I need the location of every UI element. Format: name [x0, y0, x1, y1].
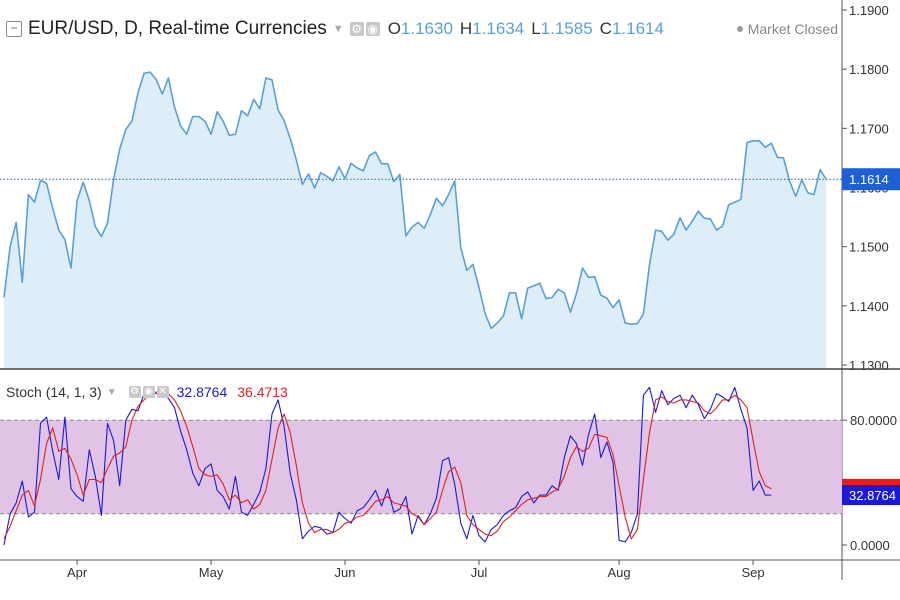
stochastic-tick-label: 0.0000: [850, 538, 890, 553]
stochastic-d-value: 36.4713: [237, 384, 288, 400]
symbol-legend: − EUR/USD, D, Real-time Currencies ▼ ⚙ ◉…: [6, 18, 671, 40]
stochastic-tick-label: 80.0000: [850, 413, 897, 428]
price-area-fill: [4, 72, 827, 369]
time-tick-label: Jun: [335, 565, 356, 580]
price-tick-label: 1.1800: [849, 62, 889, 77]
time-axis[interactable]: Apr May Jun Jul Aug Sep: [0, 559, 900, 580]
price-line: [3, 71, 827, 330]
ohlc-open: O1.1630: [387, 19, 453, 38]
ohlc-close: C1.1614: [599, 19, 664, 38]
stochastic-k-value: 32.8764: [176, 384, 228, 400]
price-tick-label: 1.1500: [849, 240, 889, 255]
time-tick-label: Jul: [471, 565, 488, 580]
legend-buttons: ⚙ ◉: [349, 22, 380, 36]
stochastic-band: [0, 420, 842, 514]
settings-icon[interactable]: ⚙: [128, 386, 141, 398]
stochastic-buttons: ⚙ ◉ ✕: [128, 386, 169, 398]
price-tick-label: 1.1700: [849, 121, 889, 136]
price-tick-label: 1.1300: [849, 358, 889, 373]
price-pane[interactable]: [0, 0, 842, 369]
stochastic-title[interactable]: Stoch (14, 1, 3): [6, 384, 102, 400]
last-price-badge: [842, 168, 900, 191]
price-tick-label: 1.1400: [849, 299, 889, 314]
collapse-icon[interactable]: −: [6, 21, 22, 37]
remove-icon[interactable]: ✕: [156, 386, 169, 398]
stochastic-d-line: [3, 390, 772, 540]
market-status: Market Closed: [736, 21, 838, 37]
market-status-text: Market Closed: [747, 21, 838, 37]
stochastic-pane[interactable]: [0, 386, 842, 546]
stochastic-k-badge-label: 32.8764: [849, 488, 896, 503]
status-dot-icon: [736, 26, 743, 32]
chevron-down-icon[interactable]: ▼: [106, 386, 117, 398]
time-tick-label: Aug: [608, 565, 631, 580]
hide-icon[interactable]: ◉: [365, 22, 380, 36]
chevron-down-icon[interactable]: ▼: [332, 23, 344, 35]
price-tick-label: 1.1900: [849, 3, 889, 18]
time-tick-label: Sep: [741, 565, 764, 580]
stochastic-legend: Stoch (14, 1, 3) ▼ ⚙ ◉ ✕ 32.8764 36.4713: [6, 384, 288, 400]
time-tick-label: Apr: [67, 565, 88, 580]
stochastic-k-badge: [842, 485, 900, 506]
symbol-title[interactable]: EUR/USD, D, Real-time Currencies: [28, 18, 327, 39]
last-price-label: 1.1614: [849, 172, 889, 187]
price-axis[interactable]: 1.13001.14001.15001.16001.17001.18001.19…: [0, 0, 900, 580]
ohlc-high: H1.1634: [459, 19, 525, 38]
ohlc-low: L1.1585: [531, 19, 593, 38]
stochastic-k-line: [3, 386, 772, 546]
hide-icon[interactable]: ◉: [142, 386, 155, 398]
time-tick-label: May: [199, 565, 224, 580]
settings-icon[interactable]: ⚙: [349, 22, 364, 36]
